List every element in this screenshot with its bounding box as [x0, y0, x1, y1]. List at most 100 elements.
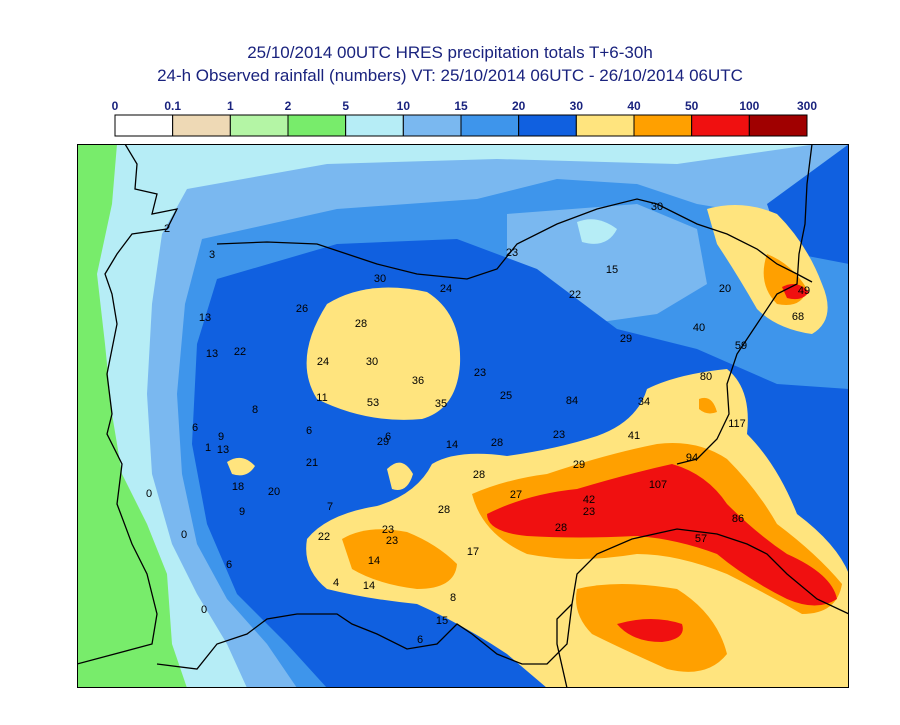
observation-value: 28 [555, 522, 567, 534]
observation-value: 35 [435, 398, 447, 410]
observation-value: 80 [700, 371, 712, 383]
observation-value: 23 [474, 367, 486, 379]
observation-value: 2 [164, 223, 170, 235]
observation-value: 30 [651, 201, 663, 213]
observation-value: 29 [620, 333, 632, 345]
observation-value: 6 [226, 559, 232, 571]
legend-threshold-label: 300 [797, 99, 817, 113]
observation-value: 68 [792, 311, 804, 323]
observation-value: 6 [385, 431, 391, 443]
observation-value: 13 [217, 444, 229, 456]
legend-threshold-label: 40 [627, 99, 641, 113]
observation-value: 86 [732, 513, 744, 525]
observation-value: 15 [436, 615, 448, 627]
observation-value: 59 [735, 340, 747, 352]
observation-value: 8 [252, 404, 258, 416]
observation-value: 42 [583, 494, 595, 506]
observation-value: 0 [181, 529, 187, 541]
observation-value: 15 [606, 264, 618, 276]
observation-value: 28 [491, 437, 503, 449]
legend-threshold-label: 0.1 [164, 99, 181, 113]
observation-value: 22 [234, 346, 246, 358]
observation-value: 0 [146, 488, 152, 500]
observation-value: 23 [583, 506, 595, 518]
observation-value: 36 [412, 375, 424, 387]
legend-swatch [172, 114, 231, 137]
observation-value: 18 [232, 481, 244, 493]
observation-value: 23 [553, 429, 565, 441]
observation-value: 24 [440, 283, 452, 295]
observation-value: 20 [719, 283, 731, 295]
legend-threshold-label: 0 [112, 99, 119, 113]
observation-value: 22 [569, 289, 581, 301]
legend-swatch [287, 114, 347, 137]
legend-swatch [460, 114, 520, 137]
observation-value: 4 [333, 577, 339, 589]
observation-value: 28 [355, 318, 367, 330]
observation-value: 94 [686, 452, 698, 464]
observation-value: 9 [239, 506, 245, 518]
observation-value: 14 [363, 580, 375, 592]
observation-value: 57 [695, 533, 707, 545]
legend-threshold-label: 20 [512, 99, 526, 113]
legend-swatch [402, 114, 462, 137]
field-orange [342, 529, 457, 589]
observation-value: 25 [500, 390, 512, 402]
legend-threshold-label: 50 [685, 99, 699, 113]
observation-value: 23 [382, 524, 394, 536]
map-subtitle: 24-h Observed rainfall (numbers) VT: 25/… [157, 66, 743, 85]
observation-value: 21 [306, 457, 318, 469]
legend-swatch [691, 114, 750, 137]
observation-value: 117 [728, 418, 746, 430]
color-legend: 0 0.1 1 2 5 10 15 20 30 40 50 100 300 [112, 99, 817, 137]
legend-swatch [229, 114, 289, 137]
observation-value: 23 [386, 535, 398, 547]
observation-value: 6 [306, 425, 312, 437]
observation-value: 13 [206, 348, 218, 360]
observation-value: 22 [318, 531, 330, 543]
observation-value: 13 [199, 312, 211, 324]
observation-value: 0 [201, 604, 207, 616]
observation-value: 3 [209, 249, 215, 261]
observation-value: 17 [467, 546, 479, 558]
observation-value: 11 [316, 392, 327, 404]
observation-value: 53 [367, 397, 379, 409]
legend-threshold-label: 100 [739, 99, 759, 113]
observation-value: 23 [506, 247, 518, 259]
observation-value: 30 [374, 273, 386, 285]
observation-value: 84 [566, 395, 578, 407]
observation-value: 26 [296, 303, 308, 315]
legend-threshold-label: 1 [227, 99, 234, 113]
legend-threshold-label: 10 [397, 99, 411, 113]
legend-swatch [633, 114, 693, 137]
observation-value: 14 [446, 439, 458, 451]
observation-value: 9 [218, 431, 224, 443]
observation-value: 28 [438, 504, 450, 516]
border-lines [77, 144, 849, 688]
observation-value: 34 [638, 396, 650, 408]
legend-swatch [575, 114, 635, 137]
observation-value: 6 [192, 422, 198, 434]
observation-value: 30 [366, 356, 378, 368]
observation-value: 107 [649, 479, 667, 491]
field-yellow-centre [306, 287, 461, 420]
observation-value: 1 [205, 442, 211, 454]
observation-value: 7 [327, 501, 333, 513]
observation-value: 24 [317, 356, 329, 368]
observation-value: 14 [368, 555, 380, 567]
legend-threshold-label: 2 [285, 99, 292, 113]
observation-value: 41 [628, 430, 640, 442]
observation-value: 28 [473, 469, 485, 481]
field-red [487, 464, 837, 606]
map-title: 25/10/2014 00UTC HRES precipitation tota… [247, 43, 653, 62]
observation-value: 29 [573, 459, 585, 471]
legend-threshold-label: 15 [454, 99, 468, 113]
legend-swatch [114, 114, 174, 137]
observation-value: 27 [510, 489, 522, 501]
observation-value: 8 [450, 592, 456, 604]
legend-swatch [518, 114, 577, 137]
legend-threshold-label: 5 [342, 99, 349, 113]
legend-swatch [748, 114, 808, 137]
